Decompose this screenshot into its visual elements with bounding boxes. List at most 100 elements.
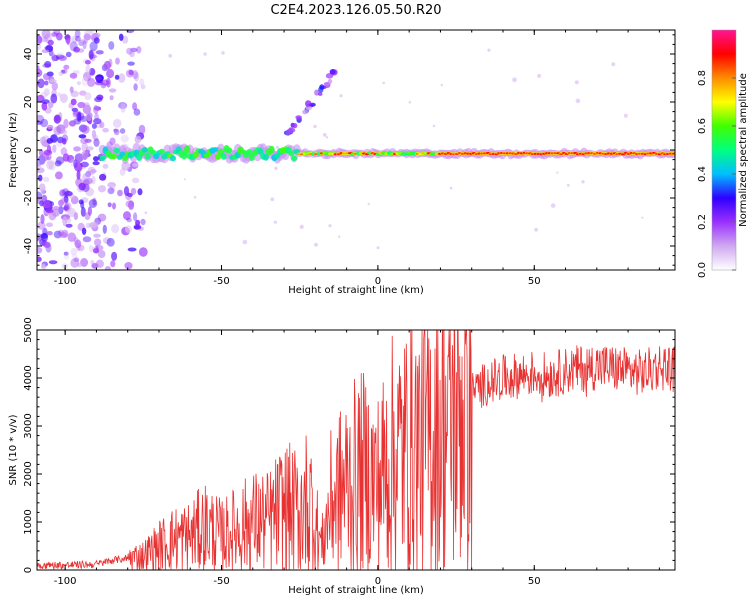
noise-blob [69, 41, 78, 52]
trace-core [268, 145, 275, 154]
noise-dot [408, 101, 412, 104]
noise-blob [74, 239, 82, 249]
noise-blob [120, 134, 129, 143]
trace-core [212, 147, 219, 153]
noise-blob [102, 237, 112, 244]
noise-blob [92, 32, 101, 38]
y-tick-label: -40 [23, 238, 34, 254]
snr-ylabel: SNR (10 * v/v) [8, 414, 19, 485]
noise-blob [85, 64, 91, 75]
noise-blob [38, 183, 46, 192]
noise-blob [134, 72, 140, 82]
noise-blob [40, 187, 46, 196]
noise-blob [48, 161, 57, 171]
noise-blob [43, 73, 51, 81]
noise-blob [74, 30, 81, 38]
y-tick-label: 0 [23, 567, 34, 573]
noise-dot [168, 53, 173, 58]
noise-blob [91, 262, 99, 269]
trace-core [141, 146, 148, 153]
trace-core [144, 152, 151, 160]
noise-blob [37, 68, 43, 77]
noise-blob [102, 224, 107, 234]
noise-blob [81, 151, 89, 160]
noise-blob [46, 138, 53, 144]
noise-blob [70, 247, 78, 256]
noise-dot [641, 216, 644, 219]
noise-blob [56, 52, 64, 58]
noise-blob [97, 250, 106, 259]
spectrogram-ylabel: Frequency (Hz) [8, 112, 19, 188]
noise-blob [112, 202, 116, 210]
noise-blob [94, 96, 103, 103]
noise-blob [120, 103, 126, 113]
noise-dot [432, 124, 436, 128]
noise-blob [37, 221, 46, 230]
noise-blob [113, 128, 120, 136]
x-tick-label: 50 [528, 276, 541, 287]
noise-blob [39, 136, 47, 145]
noise-blob [42, 227, 48, 236]
noise-dot [322, 133, 327, 137]
noise-blob [46, 160, 54, 170]
x-tick-label: 0 [375, 576, 381, 587]
noise-blob [37, 94, 45, 103]
noise-blob [37, 35, 43, 45]
noise-blob [110, 260, 116, 268]
noise-blob [70, 98, 77, 106]
y-tick-label: 3000 [23, 413, 34, 438]
noise-blob [93, 156, 99, 162]
noise-blob [99, 121, 105, 129]
noise-blob [99, 173, 107, 181]
noise-blob [94, 113, 99, 121]
noise-blob [42, 176, 50, 183]
noise-blob [93, 134, 99, 142]
noise-blob [53, 30, 60, 36]
noise-blob [127, 247, 137, 252]
echo-blob [292, 123, 298, 129]
noise-blob [89, 41, 98, 52]
noise-blob [134, 135, 142, 144]
noise-blob [40, 214, 45, 224]
noise-blob [80, 137, 89, 144]
noise-blob [43, 149, 53, 156]
trace-core [170, 155, 176, 162]
trace-core [246, 149, 252, 156]
noise-blob [81, 76, 89, 87]
noise-blob [95, 74, 104, 82]
noise-blob [76, 111, 82, 122]
noise-blob [138, 124, 146, 135]
noise-blob [62, 68, 68, 74]
noise-blob [135, 219, 141, 226]
noise-dot [328, 224, 332, 228]
noise-dot [183, 178, 186, 181]
noise-blob [125, 200, 135, 208]
noise-dot [270, 197, 275, 202]
noise-blob [61, 129, 68, 135]
noise-blob [37, 162, 42, 167]
trace-core [262, 154, 269, 161]
noise-blob [87, 166, 96, 176]
y-tick-label: 1000 [23, 509, 34, 534]
noise-dot [221, 51, 225, 55]
noise-dot [537, 73, 542, 78]
noise-blob [65, 51, 72, 58]
noise-blob [52, 206, 60, 210]
noise-blob [63, 251, 69, 256]
colorbar-tick-label: 0.4 [697, 166, 708, 182]
noise-blob [43, 241, 51, 248]
noise-blob [106, 237, 115, 247]
noise-blob [119, 128, 126, 134]
noise-blob [93, 138, 100, 147]
y-tick-label: 40 [23, 48, 34, 61]
noise-blob [65, 34, 71, 44]
noise-blob [63, 203, 70, 212]
trace-peak [671, 152, 675, 155]
noise-blob [46, 231, 53, 236]
x-tick-label: -50 [213, 576, 229, 587]
noise-dot [382, 81, 386, 85]
noise-dot [367, 202, 370, 205]
noise-blob [73, 212, 79, 221]
noise-blob [59, 189, 66, 197]
